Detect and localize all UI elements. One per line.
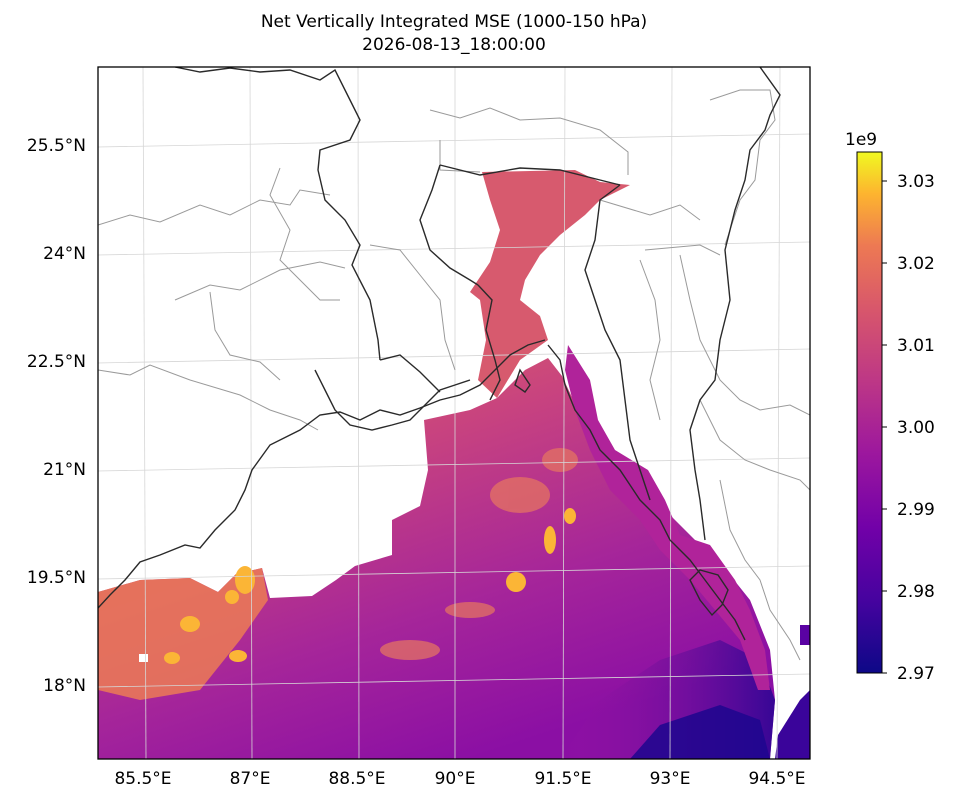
- colorbar-tick-label: 2.97: [897, 664, 935, 684]
- y-tick-label: 25.5°N: [27, 136, 86, 156]
- colorbar: 1e9 3.03 3.02 3.01 3.00 2.99 2.98 2.97: [845, 130, 935, 684]
- graticule: [98, 67, 810, 759]
- colorbar-tick-label: 3.02: [897, 254, 935, 274]
- x-tick-label: 91.5°E: [534, 769, 591, 789]
- mse-field-corner: [775, 690, 810, 759]
- mse-field-west-warm: [98, 568, 268, 700]
- x-tick-label: 90°E: [435, 769, 476, 789]
- y-tick-label: 19.5°N: [27, 568, 86, 588]
- mse-field-southeast-core: [630, 705, 770, 759]
- x-tick-label: 88.5°E: [328, 769, 385, 789]
- x-axis-labels: 85.5°E 87°E 88.5°E 90°E 91.5°E 93°E 94.5…: [114, 769, 805, 789]
- colorbar-gradient: [856, 151, 883, 674]
- colorbar-tick-label: 3.00: [897, 418, 935, 438]
- colorbar-exponent: 1e9: [845, 130, 877, 150]
- y-tick-label: 22.5°N: [27, 352, 86, 372]
- x-tick-label: 85.5°E: [114, 769, 171, 789]
- x-tick-label: 93°E: [650, 769, 691, 789]
- map-subtitle: 2026-08-13_18:00:00: [362, 35, 546, 55]
- mse-warm-streaks: [380, 448, 578, 660]
- colorbar-tick-label: 3.01: [897, 336, 935, 356]
- map-frame: [97, 66, 811, 760]
- colorbar-tick-label: 3.03: [897, 172, 935, 192]
- colorbar-tick-label: 2.98: [897, 582, 935, 602]
- coastline: [98, 67, 781, 641]
- mse-field-patch: [800, 625, 810, 645]
- mse-field-east-coast: [565, 345, 770, 690]
- map-title: Net Vertically Integrated MSE (1000-150 …: [260, 12, 648, 32]
- y-tick-label: 24°N: [43, 244, 86, 264]
- mse-field-gap: [139, 654, 148, 662]
- admin-borders: [98, 89, 810, 661]
- x-tick-label: 94.5°E: [748, 769, 805, 789]
- x-tick-label: 87°E: [230, 769, 271, 789]
- mse-field-estuary: [470, 170, 630, 398]
- y-tick-label: 18°N: [43, 676, 86, 696]
- map-area: [98, 67, 810, 759]
- y-tick-label: 21°N: [43, 460, 86, 480]
- colorbar-tick-label: 2.99: [897, 500, 935, 520]
- y-axis-labels: 25.5°N 24°N 22.5°N 21°N 19.5°N 18°N: [27, 136, 86, 696]
- mse-hotspots: [164, 508, 576, 664]
